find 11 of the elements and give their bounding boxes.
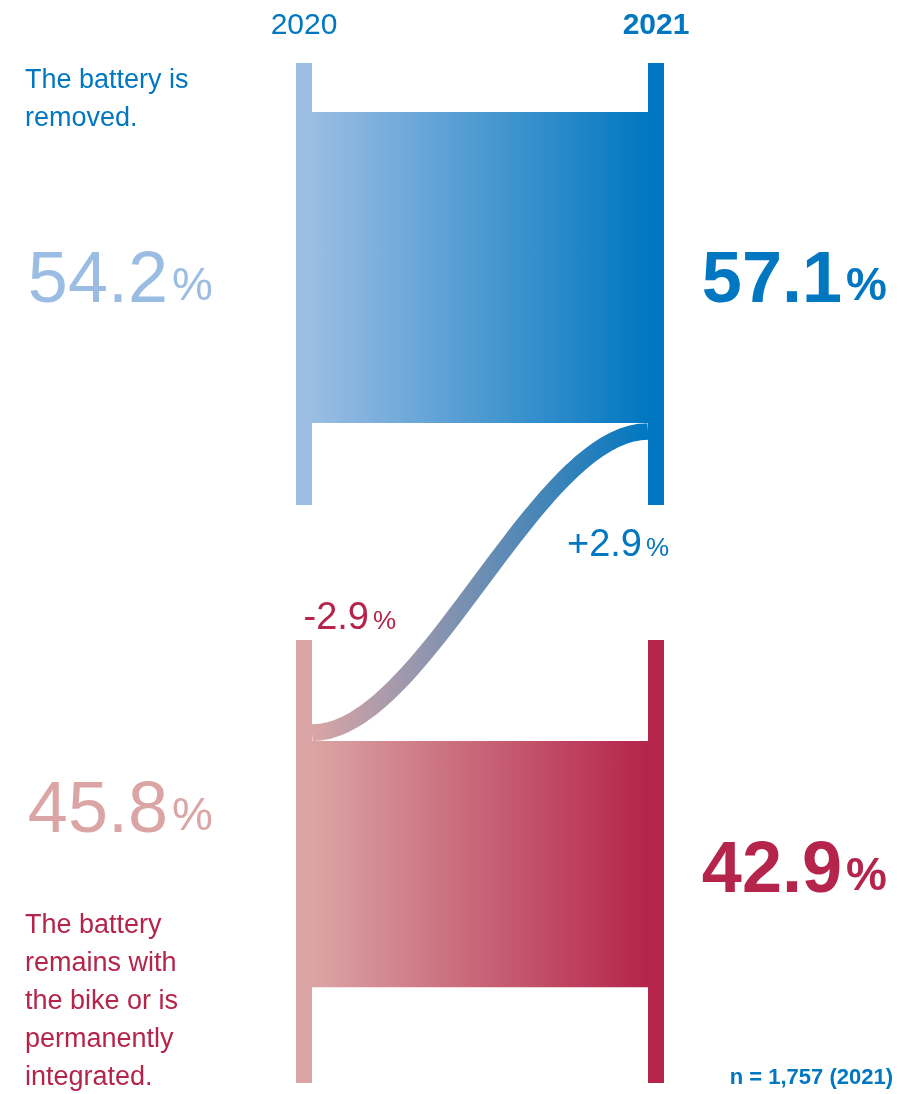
category-label: The battery remains with the bike or is permanently integrated. <box>25 909 179 1091</box>
data-label: 54.2% <box>27 237 213 317</box>
text: 2021 <box>622 7 690 40</box>
text: -2.9% <box>303 595 397 637</box>
category-label: The battery is removed. <box>25 64 189 132</box>
text: n = 1,757 (2021) <box>729 1064 893 1089</box>
text: 2020 <box>270 7 338 40</box>
text: +2.9% <box>566 522 670 564</box>
data-label: 57.1% <box>701 237 887 317</box>
data-label: 42.9% <box>701 827 887 907</box>
data-label: 45.8% <box>27 767 213 847</box>
